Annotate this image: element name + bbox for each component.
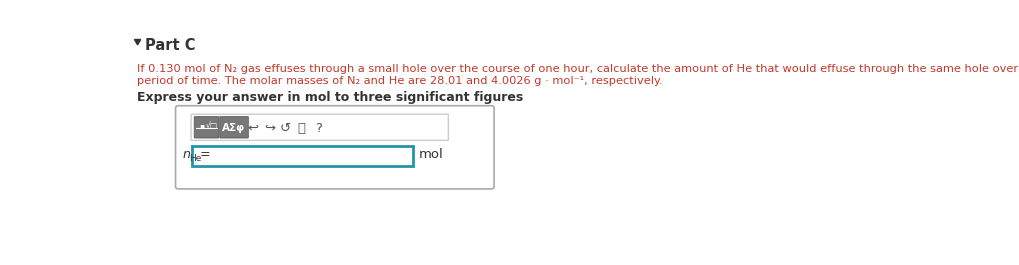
Text: Express your answer in mol to three significant figures: Express your answer in mol to three sign…	[137, 91, 523, 104]
Text: ▪: ▪	[199, 121, 204, 130]
Text: ↪: ↪	[264, 122, 274, 135]
Text: If 0.130 mol of N₂ gas effuses through a small hole over the course of one hour,: If 0.130 mol of N₂ gas effuses through a…	[137, 64, 1019, 74]
FancyBboxPatch shape	[194, 117, 219, 138]
FancyBboxPatch shape	[175, 106, 493, 189]
Text: mol: mol	[419, 148, 443, 161]
Text: period of time. The molar masses of N₂ and He are 28.01 and 4.0026 g · mol⁻¹, re: period of time. The molar masses of N₂ a…	[137, 76, 662, 86]
Text: ↩: ↩	[248, 122, 259, 135]
FancyBboxPatch shape	[219, 117, 249, 138]
Text: ?: ?	[315, 122, 321, 135]
Text: ⌹: ⌹	[298, 122, 306, 135]
Text: Part C: Part C	[145, 38, 196, 53]
Text: ΑΣφ: ΑΣφ	[222, 123, 246, 133]
Text: n: n	[182, 148, 191, 161]
Text: He: He	[189, 154, 201, 163]
Text: √□: √□	[206, 121, 217, 130]
FancyBboxPatch shape	[191, 114, 448, 140]
Polygon shape	[135, 39, 141, 45]
Text: =: =	[200, 148, 210, 161]
FancyBboxPatch shape	[192, 146, 413, 166]
Text: ↺: ↺	[280, 122, 290, 135]
